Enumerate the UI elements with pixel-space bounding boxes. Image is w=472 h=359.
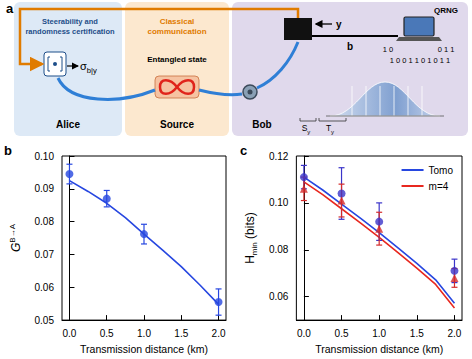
svg-text:b: b [347, 41, 353, 52]
svg-text:0.12: 0.12 [269, 151, 289, 162]
svg-text:Tomo: Tomo [429, 165, 454, 176]
svg-text:Sy: Sy [302, 123, 311, 135]
svg-text:2.0: 2.0 [448, 328, 462, 339]
svg-text:1.5: 1.5 [174, 328, 188, 339]
svg-text:0.09: 0.09 [35, 183, 55, 194]
svg-text:randomness certification: randomness certification [25, 27, 115, 36]
svg-text:H: H [243, 255, 257, 264]
svg-text:1.0: 1.0 [137, 328, 151, 339]
svg-text:0.0: 0.0 [63, 328, 77, 339]
svg-text:Steerability and: Steerability and [42, 17, 98, 26]
svg-text:G: G [9, 243, 23, 252]
svg-text:0.06: 0.06 [269, 291, 289, 302]
svg-text:c: c [240, 143, 247, 158]
svg-text:m=4: m=4 [429, 181, 449, 192]
svg-text:0.5: 0.5 [100, 328, 114, 339]
svg-text:Transmission distance (km): Transmission distance (km) [315, 343, 443, 355]
svg-text:2.0: 2.0 [212, 328, 226, 339]
svg-text:Bob: Bob [252, 119, 271, 130]
svg-text:b: b [4, 143, 12, 158]
svg-text:Entangled state: Entangled state [147, 55, 207, 64]
svg-text:0.05: 0.05 [35, 315, 55, 326]
svg-text:0.10: 0.10 [35, 151, 55, 162]
svg-text:0 1 1: 0 1 1 [438, 45, 455, 54]
svg-text:Classical: Classical [160, 17, 195, 26]
svg-text:y: y [336, 19, 342, 30]
svg-text:0.10: 0.10 [269, 197, 289, 208]
svg-text:Source: Source [160, 119, 194, 130]
svg-text:1.5: 1.5 [410, 328, 424, 339]
svg-text:1 0 0 1 1 0 1 0 1 1: 1 0 0 1 1 0 1 0 1 1 [390, 56, 450, 65]
svg-text:0.06: 0.06 [35, 282, 55, 293]
svg-text:Alice: Alice [56, 119, 80, 130]
svg-text:(bits): (bits) [243, 212, 257, 242]
svg-text:Transmission distance (km): Transmission distance (km) [80, 343, 208, 355]
svg-text:σb|y: σb|y [80, 60, 97, 75]
svg-text:communication: communication [147, 27, 206, 36]
svg-text:B→A: B→A [8, 223, 17, 242]
svg-text:0.07: 0.07 [35, 249, 55, 260]
svg-text:1 0: 1 0 [383, 45, 393, 54]
svg-text:Ty: Ty [326, 123, 334, 135]
svg-text:a: a [6, 1, 14, 16]
svg-text:0.0: 0.0 [297, 328, 311, 339]
svg-text:0.5: 0.5 [335, 328, 349, 339]
svg-text:1.0: 1.0 [372, 328, 386, 339]
svg-text:0.08: 0.08 [269, 244, 289, 255]
svg-text:QRNG: QRNG [434, 6, 458, 15]
svg-text:0.08: 0.08 [35, 216, 55, 227]
svg-text:min: min [250, 242, 259, 255]
